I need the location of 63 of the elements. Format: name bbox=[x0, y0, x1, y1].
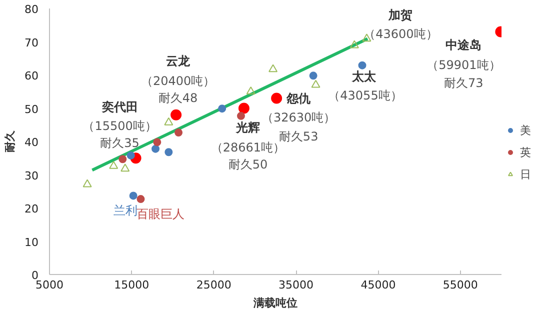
annotation: （43055吨） bbox=[328, 88, 402, 102]
x-tick-label: 15000 bbox=[114, 278, 150, 292]
point bbox=[174, 128, 183, 137]
annotation: （20400吨） bbox=[140, 74, 216, 88]
point bbox=[218, 104, 226, 113]
point bbox=[246, 86, 256, 94]
data-label: 兰利 bbox=[113, 204, 138, 218]
annotation: 耐久48 bbox=[158, 90, 198, 105]
point bbox=[152, 144, 160, 153]
y-tick-label: 60 bbox=[24, 70, 39, 82]
annotation: 中途岛 bbox=[446, 38, 482, 52]
annotation: 耐久50 bbox=[228, 157, 268, 172]
point bbox=[153, 138, 162, 146]
y-tick-label: 10 bbox=[24, 236, 39, 249]
point bbox=[109, 160, 118, 169]
annotation: 耐久73 bbox=[444, 76, 484, 90]
point bbox=[362, 34, 372, 42]
point bbox=[118, 155, 127, 164]
annotation: 加贺 bbox=[388, 8, 413, 22]
annotation: 耐久35 bbox=[100, 136, 140, 150]
data-label: 百眼巨人 bbox=[136, 207, 185, 222]
y-tick-label: 0 bbox=[32, 269, 38, 282]
annotation: 奕代田 bbox=[100, 100, 138, 114]
annotation: （32630吨） bbox=[261, 110, 336, 124]
point bbox=[309, 72, 318, 80]
point bbox=[164, 148, 173, 156]
annotation: 怨仇 bbox=[286, 91, 312, 106]
point bbox=[358, 61, 366, 70]
x-tick-label: 55000 bbox=[442, 278, 478, 292]
point bbox=[126, 151, 135, 160]
point bbox=[136, 195, 145, 204]
point bbox=[268, 64, 278, 72]
point bbox=[236, 112, 245, 120]
x-tick-label: 35000 bbox=[278, 278, 314, 292]
point bbox=[120, 164, 130, 172]
annotation: 光辉 bbox=[234, 120, 260, 134]
y-tick-label: 30 bbox=[24, 169, 39, 182]
y-tick-label: 70 bbox=[24, 36, 39, 50]
y-tick-label: 20 bbox=[24, 202, 39, 216]
annotation: 太太 bbox=[351, 69, 378, 84]
legend-label: 日 bbox=[520, 166, 532, 182]
y-tick-label: 40 bbox=[24, 136, 39, 149]
point bbox=[238, 102, 250, 114]
y-tick-label: 50 bbox=[24, 102, 39, 116]
point bbox=[129, 192, 138, 200]
x-tick-label: 45000 bbox=[360, 278, 396, 292]
annotation: （43600吨） bbox=[364, 26, 438, 41]
point bbox=[311, 80, 320, 88]
legend-label: 美 bbox=[520, 122, 532, 138]
x-axis-title: 满载吨位 bbox=[252, 296, 298, 310]
annotation: （59901吨） bbox=[426, 58, 501, 72]
annotation: （15500吨） bbox=[82, 119, 157, 134]
y-tick-label: 80 bbox=[24, 3, 39, 16]
point bbox=[350, 40, 359, 48]
legend-label: 英 bbox=[520, 144, 532, 160]
point bbox=[164, 117, 174, 126]
annotation: 云龙 bbox=[166, 54, 192, 68]
point bbox=[82, 179, 92, 188]
point bbox=[170, 109, 182, 120]
x-tick-label: 5000 bbox=[36, 278, 64, 292]
x-tick-label: 25000 bbox=[196, 278, 232, 292]
y-axis-title: 耐久 bbox=[4, 130, 17, 152]
point bbox=[271, 92, 282, 104]
